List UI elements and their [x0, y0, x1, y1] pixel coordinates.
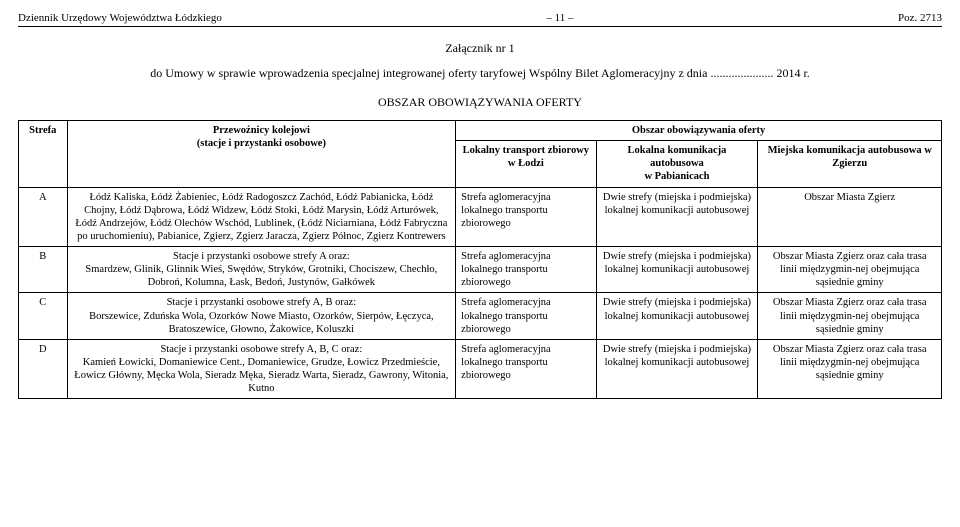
- col-header-przew: Przewoźnicy kolejowi (stacje i przystank…: [67, 121, 456, 188]
- cell-lokalna-kom: Dwie strefy (miejska i podmiejska) lokal…: [596, 293, 758, 339]
- table-row: A Łódź Kaliska, Łódź Żabieniec, Łódź Rad…: [19, 187, 942, 247]
- cell-lokalna-kom: Dwie strefy (miejska i podmiejska) lokal…: [596, 339, 758, 399]
- table-super-header-row: Strefa Przewoźnicy kolejowi (stacje i pr…: [19, 121, 942, 141]
- cell-lokalny: Strefa aglomeracyjna lokalnego transport…: [456, 339, 596, 399]
- header-right: Poz. 2713: [898, 12, 942, 24]
- cell-lokalna-kom: Dwie strefy (miejska i podmiejska) lokal…: [596, 247, 758, 293]
- cell-przew: Stacje i przystanki osobowe strefy A, B …: [67, 293, 456, 339]
- page-header: Dziennik Urzędowy Województwa Łódzkiego …: [18, 12, 942, 27]
- cell-strefa: A: [19, 187, 68, 247]
- header-left: Dziennik Urzędowy Województwa Łódzkiego: [18, 12, 222, 24]
- table-row: D Stacje i przystanki osobowe strefy A, …: [19, 339, 942, 399]
- cell-przew: Stacje i przystanki osobowe strefy A ora…: [67, 247, 456, 293]
- cell-lokalna-kom: Dwie strefy (miejska i podmiejska) lokal…: [596, 187, 758, 247]
- header-center: – 11 –: [546, 12, 573, 24]
- cell-miejska: Obszar Miasta Zgierz oraz cała trasa lin…: [758, 247, 942, 293]
- coverage-table: Strefa Przewoźnicy kolejowi (stacje i pr…: [18, 120, 942, 399]
- intro-text: do Umowy w sprawie wprowadzenia specjaln…: [18, 66, 942, 81]
- cell-strefa: B: [19, 247, 68, 293]
- cell-miejska: Obszar Miasta Zgierz oraz cała trasa lin…: [758, 293, 942, 339]
- col-header-strefa: Strefa: [19, 121, 68, 188]
- cell-miejska: Obszar Miasta Zgierz: [758, 187, 942, 247]
- section-title: OBSZAR OBOWIĄZYWANIA OFERTY: [18, 95, 942, 110]
- col-header-miejska: Miejska komunikacja autobusowa w Zgierzu: [758, 141, 942, 187]
- cell-strefa: C: [19, 293, 68, 339]
- cell-strefa: D: [19, 339, 68, 399]
- table-row: B Stacje i przystanki osobowe strefy A o…: [19, 247, 942, 293]
- cell-lokalny: Strefa aglomeracyjna lokalnego transport…: [456, 247, 596, 293]
- attachment-label: Załącznik nr 1: [18, 41, 942, 56]
- cell-przew: Stacje i przystanki osobowe strefy A, B,…: [67, 339, 456, 399]
- cell-lokalny: Strefa aglomeracyjna lokalnego transport…: [456, 187, 596, 247]
- cell-miejska: Obszar Miasta Zgierz oraz cała trasa lin…: [758, 339, 942, 399]
- col-super-header: Obszar obowiązywania oferty: [456, 121, 942, 141]
- table-row: C Stacje i przystanki osobowe strefy A, …: [19, 293, 942, 339]
- cell-lokalny: Strefa aglomeracyjna lokalnego transport…: [456, 293, 596, 339]
- cell-przew: Łódź Kaliska, Łódź Żabieniec, Łódź Radog…: [67, 187, 456, 247]
- col-header-lokalna-kom: Lokalna komunikacja autobusowa w Pabiani…: [596, 141, 758, 187]
- col-header-lokalny: Lokalny transport zbiorowy w Łodzi: [456, 141, 596, 187]
